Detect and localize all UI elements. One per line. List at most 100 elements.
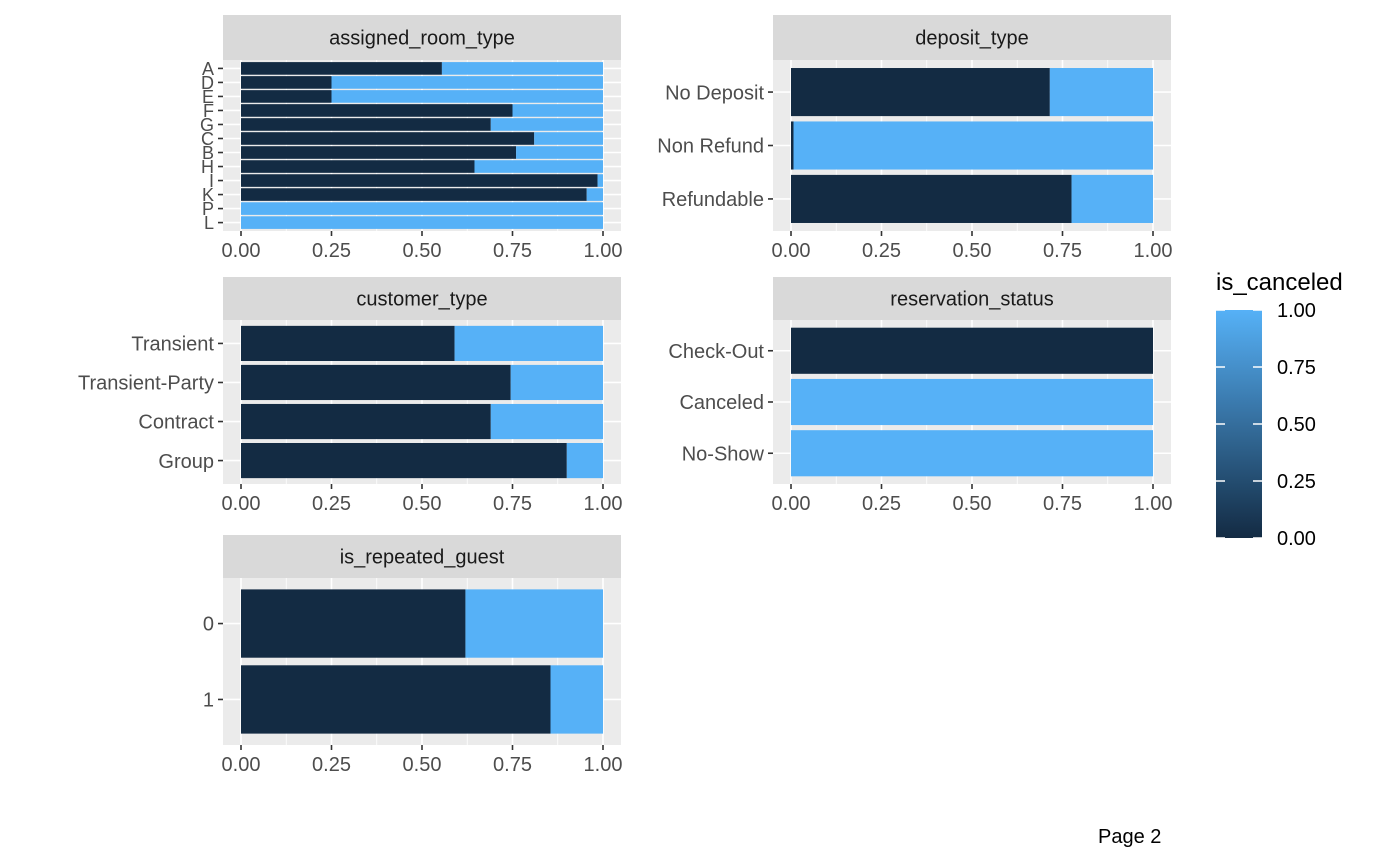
y-tick-label: G xyxy=(200,115,214,135)
legend: is_canceled 1.00 0.75 0.50 0.25 0.00 xyxy=(1216,269,1343,550)
y-tick-label: Transient xyxy=(131,334,214,356)
bar-canceled xyxy=(241,202,603,215)
bar-not-canceled xyxy=(241,146,517,159)
bar-canceled xyxy=(516,146,603,159)
y-tick-label: Canceled xyxy=(679,392,764,414)
bar-canceled xyxy=(566,443,603,479)
page-footer: Page 2 xyxy=(1098,826,1162,848)
bar-not-canceled xyxy=(241,174,598,187)
x-tick-label: 0.75 xyxy=(493,754,532,776)
bar-not-canceled xyxy=(241,403,491,440)
bar-canceled xyxy=(597,174,603,187)
x-tick-label: 0.50 xyxy=(403,493,442,515)
facet-panel-customer-type: customer_type Transient Transient-Party Con… xyxy=(78,277,622,515)
facet-strip-label: reservation_status xyxy=(890,289,1053,311)
bar-not-canceled xyxy=(241,325,455,361)
y-tick-label: P xyxy=(202,199,214,219)
x-tick-label: 0.25 xyxy=(862,240,901,262)
y-tick-label: K xyxy=(202,185,214,205)
bar-canceled xyxy=(441,62,603,75)
facet-strip xyxy=(223,535,621,578)
y-tick-label: E xyxy=(202,87,214,107)
y-tick-label: I xyxy=(209,171,214,191)
bar-canceled xyxy=(1049,68,1153,117)
x-tick-label: 0.50 xyxy=(953,240,992,262)
bar-canceled xyxy=(534,132,603,145)
x-tick-label: 1.00 xyxy=(584,240,623,262)
y-tick-label: 1 xyxy=(203,690,214,712)
x-tick-label: 0.75 xyxy=(1043,493,1082,515)
x-tick-label: 0.00 xyxy=(772,240,811,262)
bar-not-canceled xyxy=(241,132,535,145)
bar-not-canceled xyxy=(241,188,587,201)
x-tick-label: 0.75 xyxy=(493,493,532,515)
x-tick-label: 0.75 xyxy=(1043,240,1082,262)
bar-canceled xyxy=(474,160,603,173)
x-tick-label: 0.00 xyxy=(772,493,811,515)
bar-not-canceled xyxy=(791,174,1072,223)
x-tick-label: 0.50 xyxy=(403,754,442,776)
bar-not-canceled xyxy=(241,62,442,75)
y-tick-label: H xyxy=(201,157,214,177)
facet-panel-is-repeated-guest: is_repeated_guest 0 1 0.00 0.25 0.50 0.75 1.00 xyxy=(203,535,623,776)
bar-canceled xyxy=(490,403,603,440)
y-tick-label: C xyxy=(201,129,214,149)
x-tick-label: 1.00 xyxy=(1134,493,1173,515)
x-tick-label: 0.25 xyxy=(862,493,901,515)
bar-canceled xyxy=(793,121,1153,170)
bar-canceled xyxy=(465,589,603,658)
bar-canceled xyxy=(1071,174,1153,223)
x-tick-label: 1.00 xyxy=(584,754,623,776)
legend-title: is_canceled xyxy=(1216,269,1343,296)
y-tick-label: Contract xyxy=(138,412,214,434)
bar-not-canceled xyxy=(791,121,794,170)
bar-canceled xyxy=(512,104,603,117)
y-tick-label: Refundable xyxy=(662,189,764,211)
legend-label: 0.00 xyxy=(1277,528,1316,550)
bar-not-canceled xyxy=(241,104,513,117)
y-tick-label: No Deposit xyxy=(665,82,764,104)
bar-not-canceled xyxy=(241,364,511,401)
bar-canceled xyxy=(454,325,603,361)
bar-not-canceled xyxy=(791,68,1050,117)
facet-strip xyxy=(773,277,1171,320)
facet-strip-label: is_repeated_guest xyxy=(340,547,505,569)
y-tick-label: A xyxy=(202,59,214,79)
bar-not-canceled xyxy=(241,160,475,173)
legend-label: 0.25 xyxy=(1277,471,1316,493)
y-tick-label: 0 xyxy=(203,614,214,636)
bar-canceled xyxy=(241,216,603,229)
y-tick-label: Check-Out xyxy=(668,341,764,363)
y-tick-label: D xyxy=(201,73,214,93)
bar-not-canceled xyxy=(791,327,1153,374)
facet-strip-label: assigned_room_type xyxy=(329,28,515,50)
legend-label: 0.50 xyxy=(1277,414,1316,436)
x-tick-label: 0.25 xyxy=(312,240,351,262)
facet-strip xyxy=(223,15,621,60)
x-tick-label: 0.75 xyxy=(493,240,532,262)
y-tick-label: B xyxy=(202,143,214,163)
bar-not-canceled xyxy=(241,90,332,103)
bar-not-canceled xyxy=(241,118,491,131)
bar-canceled xyxy=(510,364,603,401)
x-tick-label: 0.50 xyxy=(953,493,992,515)
y-tick-label: No-Show xyxy=(682,443,765,465)
bar-canceled xyxy=(550,665,603,734)
facet-strip-label: customer_type xyxy=(356,289,487,311)
y-tick-label: Non Refund xyxy=(657,136,764,158)
legend-label: 1.00 xyxy=(1277,300,1316,322)
x-tick-label: 1.00 xyxy=(584,493,623,515)
bar-not-canceled xyxy=(241,443,567,479)
facet-panel-deposit-type: deposit_type No Deposit Non Refund Refundab… xyxy=(657,15,1172,262)
bar-canceled xyxy=(331,76,603,89)
facet-strip xyxy=(223,277,621,320)
y-tick-label: Transient-Party xyxy=(78,373,214,395)
bar-canceled xyxy=(791,430,1153,477)
bar-canceled xyxy=(791,378,1153,426)
y-tick-label: F xyxy=(203,101,214,121)
bar-not-canceled xyxy=(241,589,466,658)
bar-canceled xyxy=(586,188,603,201)
facet-strip xyxy=(773,15,1171,60)
x-tick-label: 0.00 xyxy=(222,754,261,776)
